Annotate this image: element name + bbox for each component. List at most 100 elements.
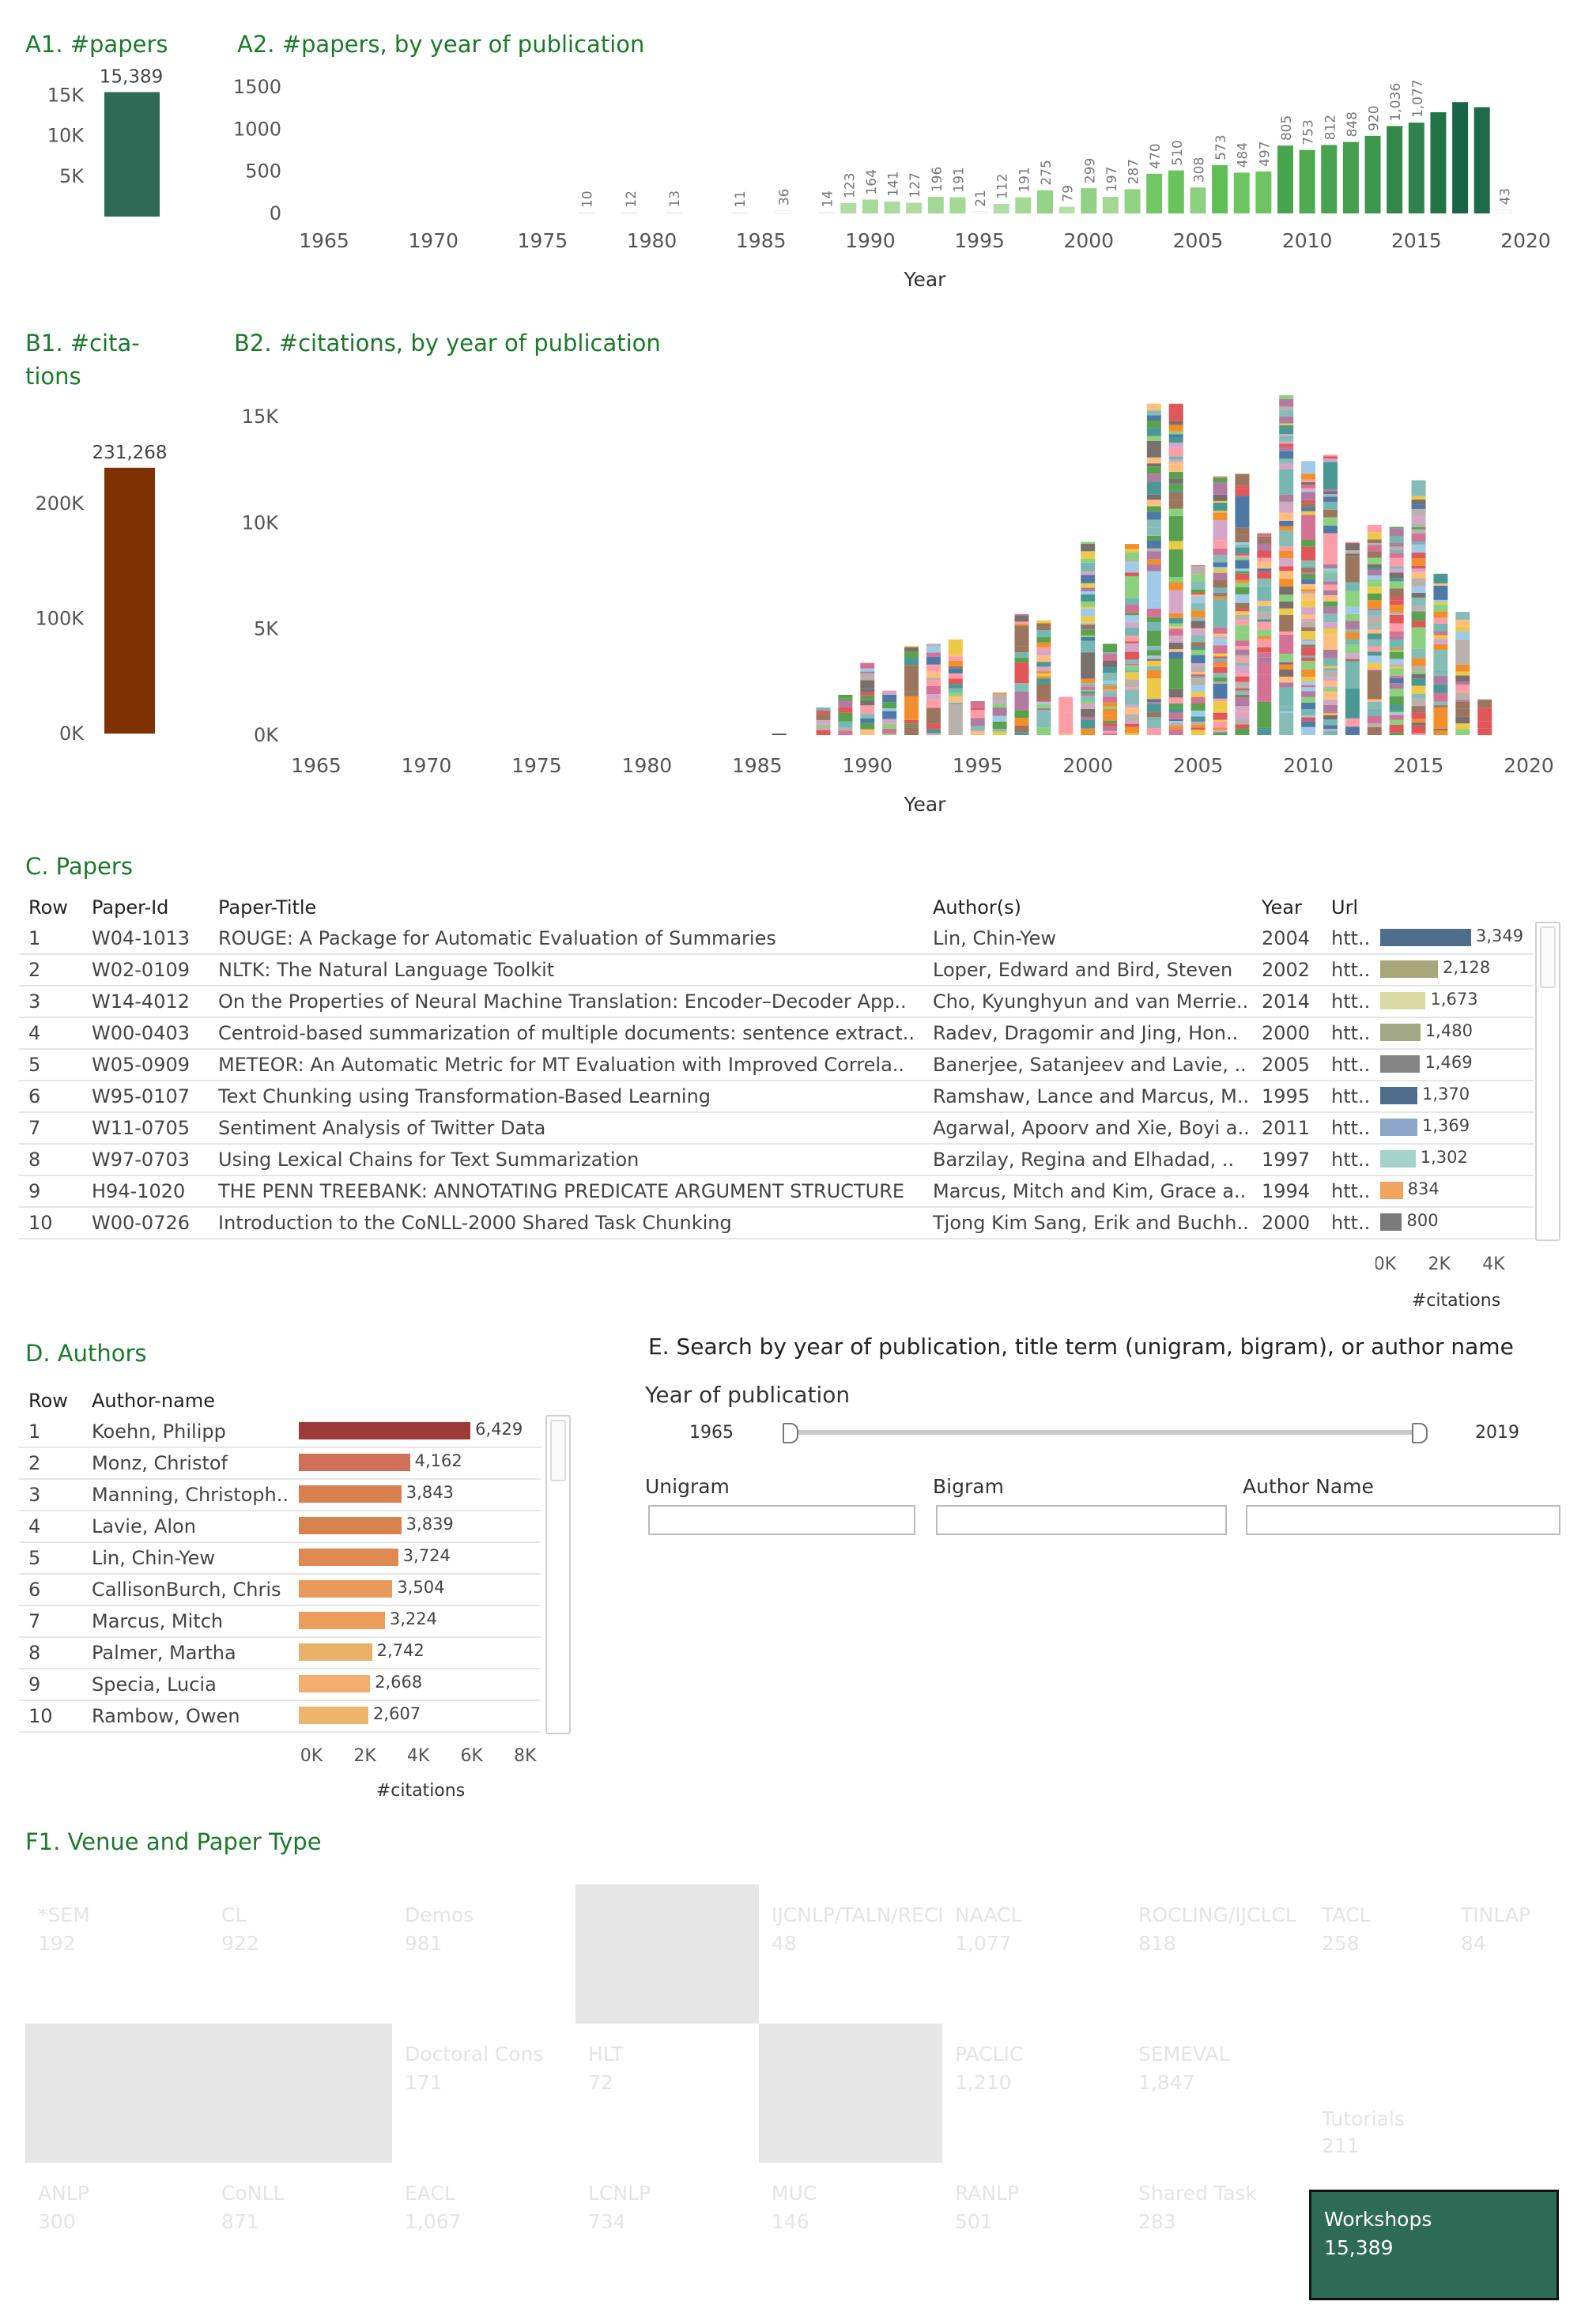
paper-url[interactable]: htt..	[1331, 927, 1371, 949]
treemap-tile[interactable]: ANLP 300	[25, 2163, 209, 2302]
a2-bar	[1124, 189, 1141, 213]
treemap-tile[interactable]: Tutorials 211	[1309, 2103, 1559, 2163]
treemap-tile-name: EACL	[405, 2182, 455, 2205]
a2-bar-label: 43	[1497, 188, 1513, 206]
col-header-year[interactable]: Year	[1262, 896, 1302, 919]
unigram-input[interactable]	[648, 1505, 915, 1535]
paper-url[interactable]: htt..	[1331, 1212, 1371, 1234]
authors-scroll-thumb[interactable]	[550, 1420, 566, 1481]
paper-row-number: 8	[28, 1149, 41, 1171]
treemap-tile[interactable]	[25, 2024, 392, 2163]
treemap-tile[interactable]: CoNLL 871	[209, 2163, 392, 2302]
b2-bar	[1411, 480, 1426, 735]
col-header-author-row[interactable]: Row	[28, 1390, 68, 1412]
treemap-tile[interactable]: ROCLING/IJCLCL 818	[1126, 1884, 1309, 2024]
author-name: Manning, Christoph..	[92, 1484, 289, 1506]
paper-url[interactable]: htt..	[1331, 959, 1371, 981]
paper-url[interactable]: htt..	[1331, 1149, 1371, 1171]
a2-bar-label: 299	[1082, 158, 1098, 183]
a2-bar-label: 123	[842, 172, 858, 198]
treemap-tile[interactable]: EACL 1,067	[392, 2163, 575, 2302]
table-row[interactable]: 3 Manning, Christoph..	[19, 1478, 541, 1511]
treemap-tile[interactable]: NAACL 1,077	[942, 1884, 1126, 2024]
treemap-tile[interactable]: Shared Task 283	[1126, 2163, 1309, 2302]
table-row[interactable]: 9 H94-1020 THE PENN TREEBANK: ANNOTATING P…	[19, 1175, 1534, 1208]
treemap-tile[interactable]: LCNLP 734	[575, 2163, 759, 2302]
author-name-input[interactable]	[1246, 1505, 1560, 1535]
table-row[interactable]: 2 W02-0109 NLTK: The Natural Language Tool…	[19, 953, 1534, 987]
paper-url[interactable]: htt..	[1331, 1085, 1371, 1107]
author-citation-bar	[299, 1580, 393, 1598]
treemap-tile-value: 15,389	[1324, 2236, 1394, 2259]
paper-row-number: 2	[28, 959, 41, 981]
treemap-tile-workshops[interactable]: Workshops 15,389	[1309, 2190, 1559, 2300]
bigram-input[interactable]	[936, 1505, 1227, 1535]
treemap-tile[interactable]: Doctoral Cons 171	[392, 2024, 575, 2163]
year-slider-max-handle[interactable]	[1412, 1423, 1428, 1443]
col-header-paper-id[interactable]: Paper-Id	[92, 896, 169, 919]
year-slider-track[interactable]	[790, 1430, 1420, 1435]
author-citation-bar	[299, 1549, 398, 1566]
paper-url[interactable]: htt..	[1331, 1117, 1371, 1139]
col-header-author-name[interactable]: Author-name	[92, 1390, 215, 1412]
treemap-tile[interactable]: RANLP 501	[942, 2163, 1126, 2302]
d-xtick: 4K	[407, 1746, 430, 1766]
paper-url[interactable]: htt..	[1331, 1054, 1371, 1076]
a2-xtick: 2005	[1173, 229, 1224, 252]
papers-scroll-thumb[interactable]	[1540, 926, 1556, 988]
col-header-url[interactable]: Url	[1331, 896, 1359, 919]
b2-bar	[1103, 643, 1118, 735]
table-row[interactable]: 9 Specia, Lucia	[19, 1668, 541, 1701]
table-row[interactable]: 4 W00-0403 Centroid-based summarization of…	[19, 1017, 1534, 1050]
table-row[interactable]: 2 Monz, Christof	[19, 1447, 541, 1480]
col-header-authors[interactable]: Author(s)	[933, 896, 1022, 919]
table-row[interactable]: 1 Koehn, Philipp	[19, 1415, 541, 1448]
authors-citations-axis: 0K 2K 4K 6K 8K #citations	[300, 1746, 537, 1801]
treemap-tile[interactable]	[759, 2024, 942, 2163]
paper-url[interactable]: htt..	[1331, 1180, 1371, 1202]
a2-bar-label: 112	[995, 174, 1011, 199]
b2-bar	[1257, 533, 1272, 735]
table-row[interactable]: 1 W04-1013 ROUGE: A Package for Automatic …	[19, 922, 1534, 955]
treemap-tile[interactable]: CL 922	[209, 1884, 392, 2024]
table-row[interactable]: 7 W11-0705 Sentiment Analysis of Twitter D…	[19, 1111, 1534, 1145]
a2-bar-label: 920	[1367, 105, 1383, 130]
paper-row-number: 10	[28, 1212, 53, 1234]
paper-row-number: 5	[28, 1054, 41, 1076]
table-row[interactable]: 4 Lavie, Alon	[19, 1510, 541, 1543]
paper-url[interactable]: htt..	[1331, 1022, 1371, 1044]
table-row[interactable]: 6 W95-0107 Text Chunking using Transformat…	[19, 1080, 1534, 1113]
treemap-tile[interactable]: TACL 258	[1309, 1884, 1448, 2024]
treemap-tile[interactable]	[575, 1884, 759, 2024]
table-row[interactable]: 5 Lin, Chin-Yew	[19, 1541, 541, 1575]
treemap-tile[interactable]: *SEM 192	[25, 1884, 209, 2024]
table-row[interactable]: 10 W00-0726 Introduction to the CoNLL-2000…	[19, 1206, 1534, 1239]
table-row[interactable]: 8 W97-0703 Using Lexical Chains for Text S…	[19, 1143, 1534, 1176]
a2-chart: 0 500 1000 1500 1965 1970 1975 1980 1985 1990 1995…	[233, 76, 1551, 291]
table-row[interactable]: 10 Rambow, Owen	[19, 1700, 541, 1733]
paper-authors: Barzilay, Regina and Elhadad, ..	[933, 1149, 1235, 1171]
table-row[interactable]: 6 CallisonBurch, Chris	[19, 1573, 541, 1606]
table-row[interactable]: 8 Palmer, Martha	[19, 1636, 541, 1669]
treemap-tile[interactable]: TINLAP 84	[1448, 1884, 1559, 2024]
treemap-tile[interactable]: HLT 72	[575, 2024, 759, 2163]
paper-year: 2004	[1262, 927, 1311, 949]
treemap-tile[interactable]: MUC 146	[759, 2163, 942, 2302]
a2-bar-label: 470	[1148, 143, 1164, 168]
paper-url[interactable]: htt..	[1331, 990, 1371, 1013]
table-row[interactable]: 7 Marcus, Mitch	[19, 1605, 541, 1638]
col-header-row[interactable]: Row	[28, 896, 68, 919]
treemap-tile[interactable]: IJCNLP/TALN/RECI 48	[759, 1884, 944, 2024]
year-slider-min-handle[interactable]	[783, 1423, 798, 1443]
table-row[interactable]: 5 W05-0909 METEOR: An Automatic Metric for…	[19, 1048, 1534, 1081]
b2-ytick: 5K	[254, 618, 279, 640]
treemap-tile[interactable]: PACLIC 1,210	[942, 2024, 1126, 2163]
treemap-tile[interactable]: Demos 981	[392, 1884, 575, 2024]
paper-citation-bar	[1380, 1087, 1418, 1104]
treemap-tile[interactable]: SEMEVAL 1,847	[1126, 2024, 1309, 2163]
authors-table-scrollbar[interactable]	[545, 1415, 571, 1734]
table-row[interactable]: 3 W14-4012 On the Properties of Neural Mac…	[19, 985, 1534, 1018]
papers-table-scrollbar[interactable]	[1535, 922, 1560, 1241]
col-header-paper-title[interactable]: Paper-Title	[218, 896, 317, 919]
b1-ytick: 0K	[59, 722, 85, 745]
